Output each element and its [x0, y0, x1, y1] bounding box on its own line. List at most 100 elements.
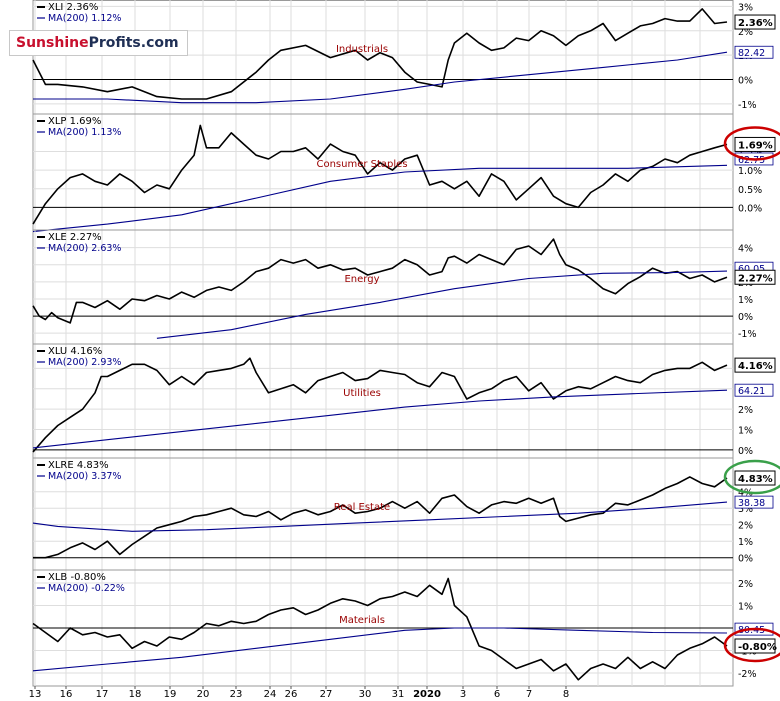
x-tick-label: 23 [230, 689, 243, 700]
legend-entry: MA(200) 1.12% [48, 13, 121, 24]
ma-value-label: 60.05 [738, 264, 765, 275]
price-line-xli [32, 8, 728, 100]
legend-entry: XLB -0.80% [48, 572, 106, 583]
x-tick-label: 7 [526, 689, 532, 700]
last-value-label: 2.36% [738, 18, 773, 29]
x-tick-label: 3 [460, 689, 466, 700]
x-tick-label: 13 [29, 689, 42, 700]
last-value-box [734, 136, 776, 152]
panel-title: Industrials [336, 44, 388, 55]
x-tick-label: 18 [129, 689, 142, 700]
legend-entry: MA(200) 2.93% [48, 357, 121, 368]
panel-real-estate: 4%3%2%1%0%XLRE 4.83%MA(200) 3.37%Real Es… [32, 457, 780, 570]
y-tick-label: 0% [738, 76, 753, 87]
legend-entry: XLRE 4.83% [48, 460, 109, 471]
highlight-ellipse-red [723, 126, 780, 161]
y-tick-label: 1.0% [738, 166, 762, 177]
y-tick-label: 0% [738, 312, 753, 323]
panel-utilities: 4%3%2%1%0%XLU 4.16%MA(200) 2.93%Utilitie… [32, 343, 776, 458]
legend-entry: MA(200) 2.63% [48, 243, 121, 254]
y-tick-label: 4% [738, 244, 753, 255]
ma-value-box [734, 383, 774, 397]
panel-materials: 2%1%0%-1%-2%XLB -0.80%MA(200) -0.22%Mate… [32, 569, 780, 686]
ma-value-box [734, 45, 774, 59]
y-tick-label: 2% [738, 27, 753, 38]
panel-consumer-staples: 1.5%1.0%0.5%0.0%XLP 1.69%MA(200) 1.13%Co… [32, 113, 780, 233]
legend-entry: MA(200) 1.13% [48, 127, 121, 138]
highlight-ellipse-red [723, 627, 780, 663]
y-tick-label: -2% [738, 669, 757, 680]
last-value-box [734, 470, 776, 486]
y-tick-label: 0.5% [738, 185, 762, 196]
price-line-xlu [32, 357, 728, 453]
panel-industrials: 3%2%1%0%-1%XLI 2.36%MA(200) 1.12%Industr… [32, 0, 776, 114]
last-value-box [734, 638, 776, 654]
ma200-line-ma200 [32, 164, 728, 233]
panel-title: Consumer Staples [316, 159, 407, 170]
x-tick-label: 20 [197, 689, 210, 700]
price-line-xle [32, 238, 728, 324]
legend-entry: MA(200) 3.37% [48, 471, 121, 482]
sunshine-profits-logo: Sunshine Profits.com [9, 30, 188, 56]
price-line-xlre [33, 476, 728, 559]
ma200-line-ma200 [156, 270, 728, 339]
panel-title: Real Estate [334, 502, 390, 513]
x-tick-label: 26 [285, 689, 298, 700]
last-value-box [734, 357, 776, 373]
x-tick-label: 2020 [413, 689, 441, 700]
logo-part-profits: Profits.com [88, 35, 179, 51]
y-tick-label: 1% [738, 537, 753, 548]
x-tick-label: 27 [320, 689, 333, 700]
x-tick-label: 16 [60, 689, 73, 700]
last-value-label: 2.27% [738, 273, 773, 284]
last-value-label: 4.16% [738, 361, 773, 372]
y-tick-label: 3% [738, 504, 753, 515]
ma200-line-ma200 [32, 501, 728, 532]
legend-entry: MA(200) -0.22% [48, 583, 125, 594]
y-tick-label: 1% [738, 602, 753, 613]
panel-energy: 4%3%2%1%0%-1%XLE 2.27%MA(200) 2.63%Energ… [32, 229, 776, 344]
y-tick-label: 0% [738, 554, 753, 565]
x-tick-label: 17 [96, 689, 109, 700]
last-value-label: -0.80% [738, 642, 777, 653]
ma-value-label: 80.45 [738, 625, 765, 636]
ma200-line-ma200 [32, 389, 728, 449]
x-tick-label: 19 [164, 689, 177, 700]
ma200-line-ma200 [33, 51, 728, 104]
legend-entry: XLE 2.27% [48, 232, 102, 243]
x-tick-label: 31 [392, 689, 405, 700]
last-value-box [734, 14, 776, 30]
y-tick-label: 0% [738, 446, 753, 457]
ma-value-label: 64.21 [738, 386, 765, 397]
price-line-xlb [32, 577, 728, 681]
ma-value-box [734, 495, 774, 509]
legend-entry: XLI 2.36% [48, 2, 98, 13]
y-tick-label: 2% [738, 521, 753, 532]
x-tick-label: 8 [563, 689, 569, 700]
y-tick-label: 3% [738, 2, 753, 13]
legend-entry: XLP 1.69% [48, 116, 101, 127]
x-tick-label: 30 [359, 689, 372, 700]
chart-frame [32, 0, 734, 687]
panel-title: Utilities [343, 388, 381, 399]
panel-title: Materials [339, 615, 385, 626]
x-tick-label: 24 [264, 689, 277, 700]
last-value-box [734, 269, 776, 285]
y-tick-label: 2% [738, 579, 753, 590]
y-tick-label: 1% [738, 426, 753, 437]
y-tick-label: -1% [738, 329, 757, 340]
ma-value-label: 82.42 [738, 48, 765, 59]
price-line-xlp [32, 124, 728, 225]
x-tick-label: 6 [494, 689, 500, 700]
logo-part-sunshine: Sunshine [16, 35, 89, 51]
last-value-label: 1.69% [738, 140, 773, 151]
legend-entry: XLU 4.16% [48, 346, 102, 357]
ma-value-label: 38.38 [738, 498, 765, 509]
y-tick-label: -1% [738, 100, 757, 111]
last-value-label: 4.83% [738, 474, 773, 485]
y-tick-label: 0.0% [738, 203, 762, 214]
y-tick-label: 1% [738, 295, 753, 306]
ma200-line-ma200 [32, 627, 728, 672]
highlight-ellipse-green [723, 459, 780, 495]
